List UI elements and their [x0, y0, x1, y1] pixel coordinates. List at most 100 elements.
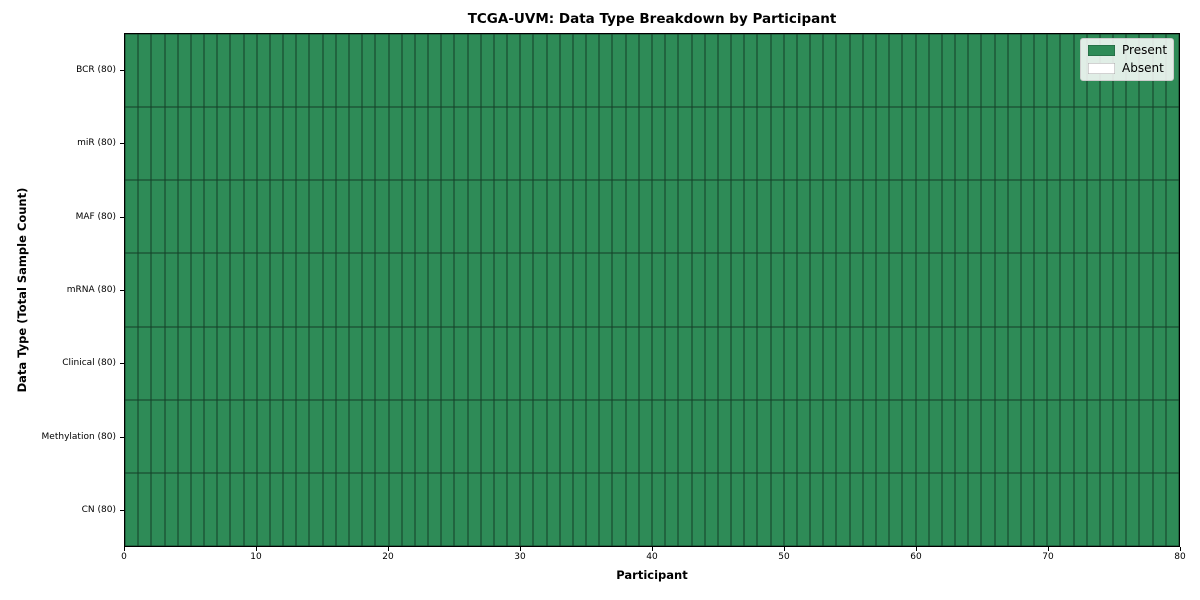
- heatmap-cell: [362, 180, 376, 254]
- heatmap-cell: [414, 399, 429, 473]
- heatmap-cell: [652, 472, 666, 546]
- heatmap-cell: [1099, 399, 1114, 473]
- heatmap-cell: [335, 472, 349, 546]
- heatmap-cell: [612, 180, 626, 254]
- heatmap-cell: [204, 180, 218, 254]
- heatmap-cell: [520, 399, 534, 473]
- heatmap-cell: [309, 107, 323, 181]
- heatmap-cell: [770, 34, 784, 108]
- heatmap-cell: [520, 326, 534, 400]
- heatmap-cell: [757, 472, 771, 546]
- heatmap-cell: [296, 472, 310, 546]
- heatmap-cell: [480, 253, 494, 327]
- heatmap-cell: [348, 34, 363, 108]
- heatmap-cell: [1139, 107, 1153, 181]
- heatmap-cell: [994, 34, 1008, 108]
- x-tick-label: 70: [1042, 552, 1054, 562]
- heatmap-cell: [1047, 253, 1061, 327]
- heatmap-cell: [256, 180, 270, 254]
- heatmap-cell: [717, 326, 732, 400]
- heatmap-cell: [322, 472, 336, 546]
- heatmap-cell: [520, 34, 534, 108]
- heatmap-cell: [322, 326, 336, 400]
- heatmap-cell: [902, 180, 916, 254]
- heatmap-cell: [981, 326, 995, 400]
- heatmap-cell: [744, 34, 758, 108]
- heatmap-cell: [757, 326, 771, 400]
- heatmap-cell: [335, 253, 349, 327]
- heatmap-cell: [691, 399, 705, 473]
- heatmap-cell: [744, 326, 758, 400]
- heatmap-cell: [309, 326, 323, 400]
- heatmap-cell: [507, 326, 521, 400]
- heatmap-cell: [586, 399, 600, 473]
- heatmap-cell: [1152, 399, 1166, 473]
- heatmap-cell: [625, 399, 639, 473]
- heatmap-cell: [309, 399, 323, 473]
- heatmap-cell: [862, 472, 876, 546]
- heatmap-cell: [507, 253, 521, 327]
- heatmap-cell: [889, 34, 903, 108]
- heatmap-cell: [796, 107, 811, 181]
- heatmap-cell: [243, 253, 257, 327]
- heatmap-cell: [823, 180, 837, 254]
- heatmap-cell: [559, 253, 573, 327]
- heatmap-cell: [823, 326, 837, 400]
- heatmap-cell: [915, 399, 929, 473]
- heatmap-cell: [810, 326, 824, 400]
- heatmap-cell: [269, 34, 284, 108]
- heatmap-cell: [599, 472, 613, 546]
- legend-item-present: Present: [1088, 44, 1167, 57]
- heatmap-cell: [638, 472, 652, 546]
- heatmap-cell: [467, 472, 481, 546]
- heatmap-cell: [968, 107, 982, 181]
- heatmap-cell: [875, 472, 890, 546]
- x-tick-mark: [784, 547, 785, 551]
- heatmap-cell: [441, 107, 455, 181]
- heatmap-cell: [493, 107, 508, 181]
- heatmap-cell: [164, 34, 178, 108]
- heatmap-cell: [1073, 472, 1087, 546]
- heatmap-cell: [928, 107, 942, 181]
- heatmap-cell: [599, 399, 613, 473]
- heatmap-cell: [546, 34, 560, 108]
- heatmap-cell: [441, 34, 455, 108]
- heatmap-cell: [612, 34, 626, 108]
- heatmap-cell: [243, 326, 257, 400]
- heatmap-cell: [612, 253, 626, 327]
- heatmap-cell: [968, 472, 982, 546]
- heatmap-cell: [665, 34, 679, 108]
- heatmap-cell: [256, 253, 270, 327]
- heatmap-cell: [770, 107, 784, 181]
- heatmap-cell: [717, 399, 732, 473]
- heatmap-cell: [810, 253, 824, 327]
- heatmap-cell: [796, 399, 811, 473]
- y-tick-label: CN (80): [81, 505, 116, 516]
- heatmap-cell: [283, 326, 297, 400]
- heatmap-cell: [1126, 180, 1140, 254]
- heatmap-cell: [559, 34, 573, 108]
- heatmap-cell: [981, 472, 995, 546]
- y-tick-label: BCR (80): [76, 64, 116, 75]
- heatmap-cell: [731, 399, 745, 473]
- x-tick-label: 80: [1174, 552, 1186, 562]
- heatmap-cell: [770, 399, 784, 473]
- heatmap-cell: [428, 472, 442, 546]
- heatmap-cell: [164, 253, 178, 327]
- heatmap-cell: [375, 326, 389, 400]
- heatmap-cell: [480, 472, 494, 546]
- heatmap-cell: [401, 253, 415, 327]
- legend-swatch-present-icon: [1088, 45, 1115, 56]
- x-tick-mark: [1180, 547, 1181, 551]
- heatmap-cell: [849, 253, 863, 327]
- heatmap-cell: [480, 180, 494, 254]
- heatmap-cell: [1073, 107, 1087, 181]
- heatmap-cell: [533, 253, 547, 327]
- heatmap-cell: [1060, 399, 1074, 473]
- heatmap-cell: [652, 180, 666, 254]
- heatmap-cell: [1034, 326, 1048, 400]
- heatmap-cell: [283, 34, 297, 108]
- heatmap-cell: [125, 472, 139, 546]
- heatmap-cell: [928, 253, 942, 327]
- heatmap-cell: [414, 107, 429, 181]
